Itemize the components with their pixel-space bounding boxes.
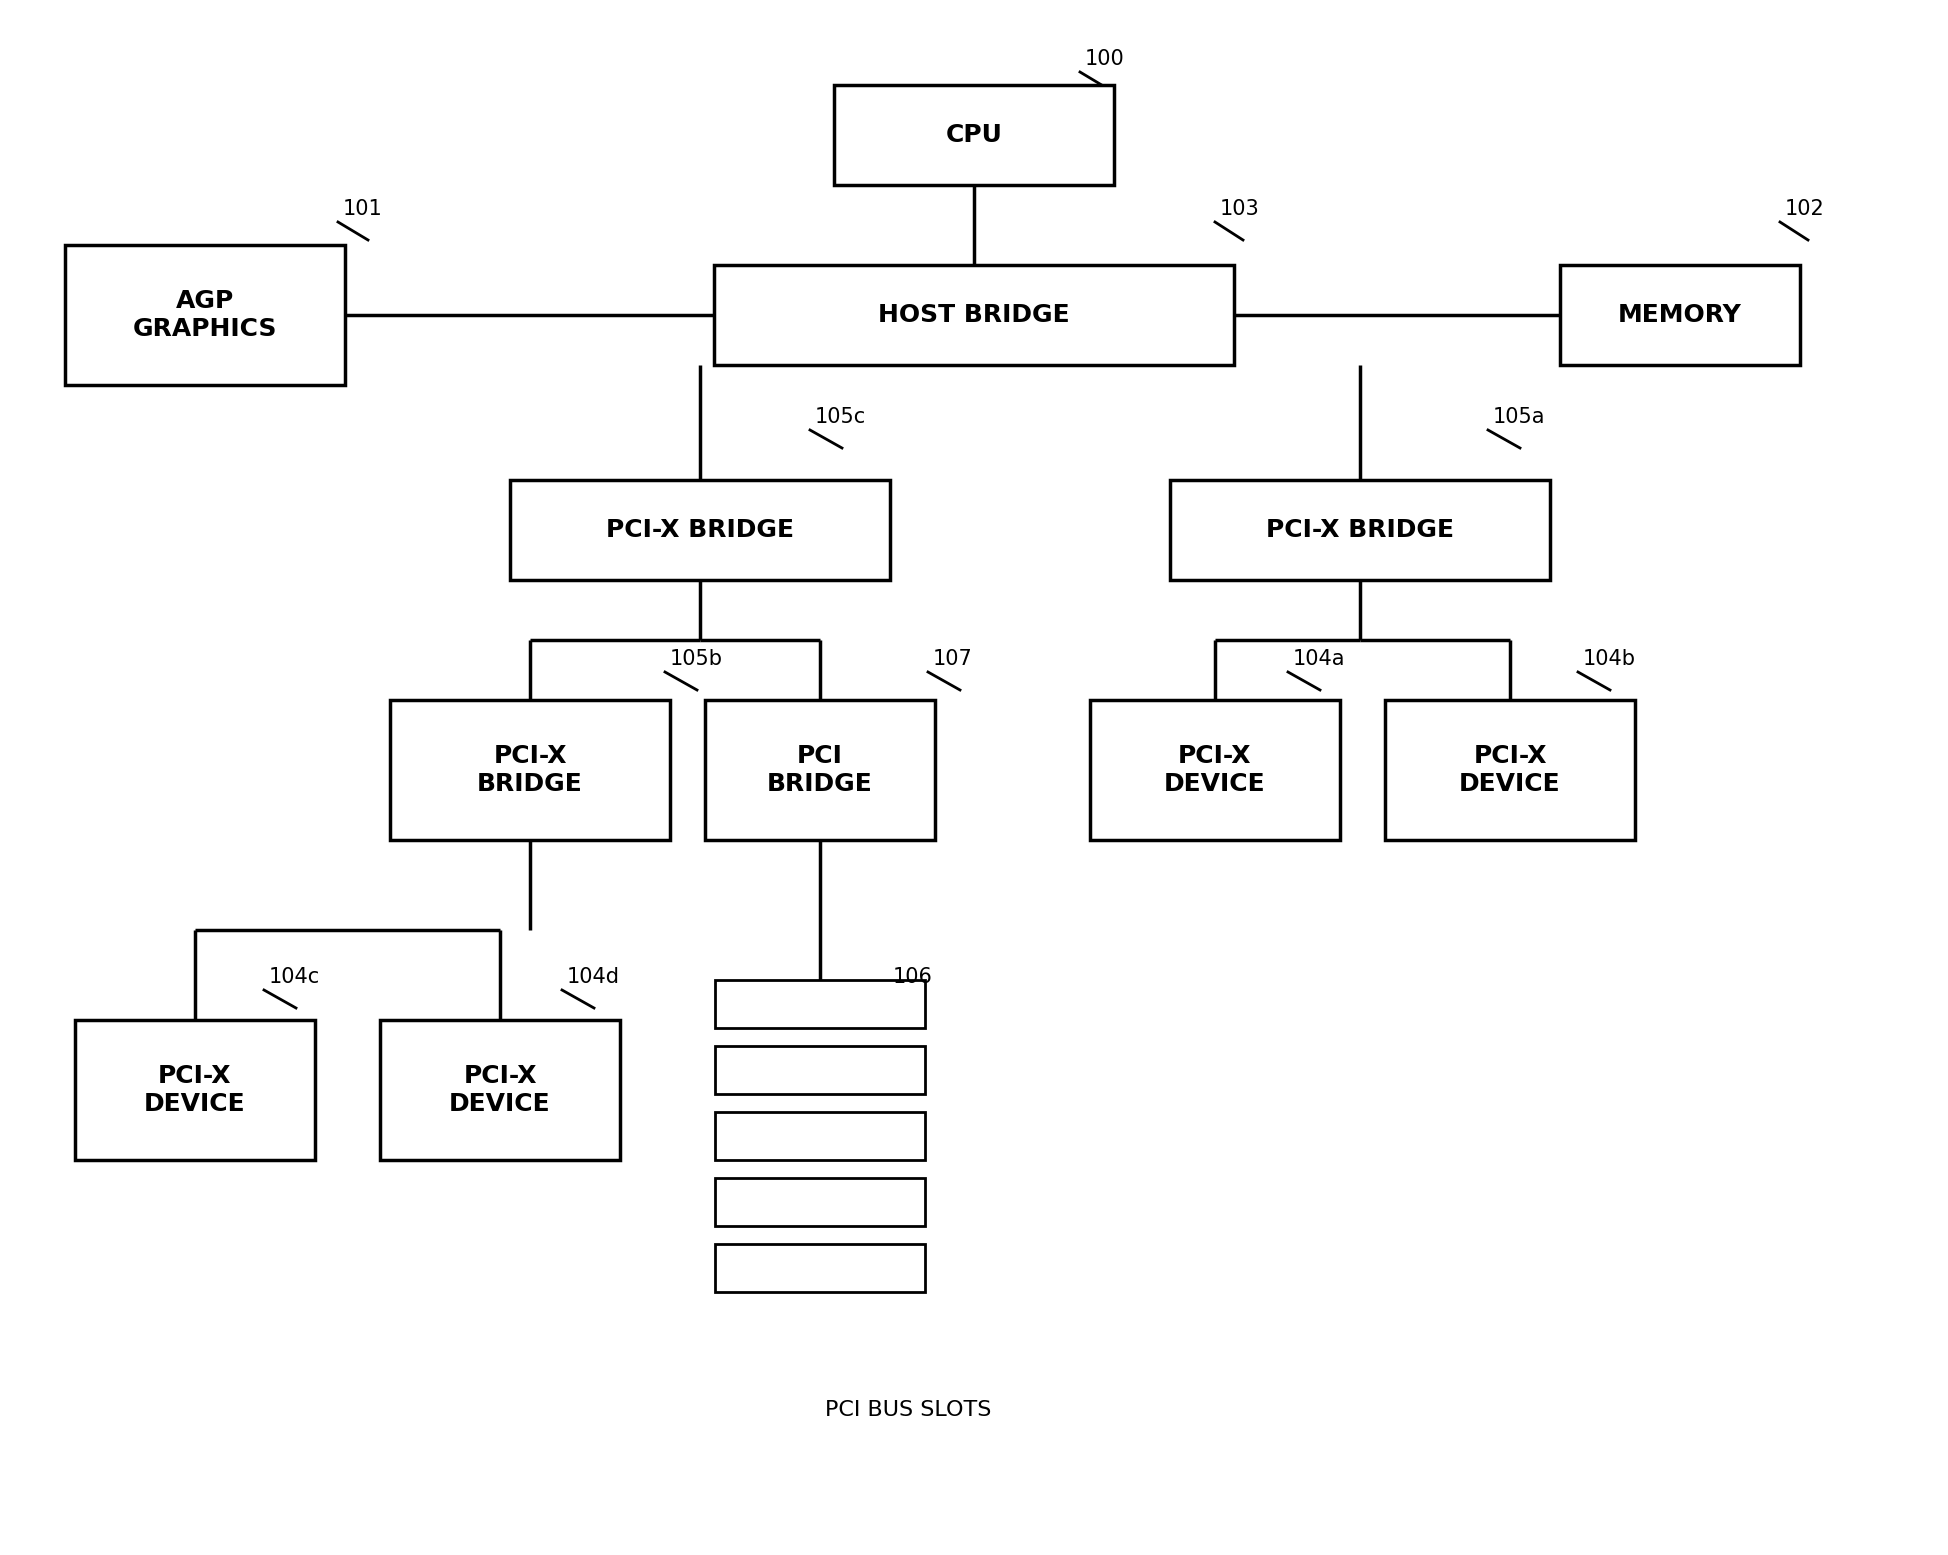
Text: PCI-X
BRIDGE: PCI-X BRIDGE — [477, 745, 582, 796]
Text: 105c: 105c — [814, 407, 867, 428]
Text: PCI-X BRIDGE: PCI-X BRIDGE — [1266, 518, 1453, 543]
Text: CPU: CPU — [945, 123, 1003, 148]
Bar — [705, 700, 935, 840]
Bar — [380, 1020, 619, 1160]
Text: 102: 102 — [1784, 199, 1825, 219]
Bar — [715, 264, 1233, 365]
Text: PCI BUS SLOTS: PCI BUS SLOTS — [826, 1400, 992, 1420]
Text: 103: 103 — [1219, 199, 1260, 219]
Bar — [715, 1244, 925, 1292]
Text: 104d: 104d — [567, 967, 619, 987]
Text: MEMORY: MEMORY — [1619, 303, 1742, 327]
Bar — [1560, 264, 1800, 365]
Bar — [64, 246, 345, 386]
Bar — [715, 1112, 925, 1160]
Text: 104b: 104b — [1584, 648, 1636, 669]
Text: PCI-X
DEVICE: PCI-X DEVICE — [144, 1064, 245, 1116]
Text: HOST BRIDGE: HOST BRIDGE — [879, 303, 1069, 327]
Text: 101: 101 — [343, 199, 382, 219]
Text: PCI-X
DEVICE: PCI-X DEVICE — [1459, 745, 1560, 796]
Bar — [715, 1047, 925, 1095]
Bar — [1385, 700, 1634, 840]
Text: PCI-X
DEVICE: PCI-X DEVICE — [450, 1064, 551, 1116]
Text: 105b: 105b — [670, 648, 723, 669]
Text: 100: 100 — [1085, 50, 1124, 68]
Bar — [76, 1020, 316, 1160]
Bar — [1171, 480, 1551, 580]
Bar — [1091, 700, 1340, 840]
Text: 107: 107 — [933, 648, 972, 669]
Text: 104c: 104c — [269, 967, 319, 987]
Text: 104a: 104a — [1293, 648, 1346, 669]
Text: AGP
GRAPHICS: AGP GRAPHICS — [132, 289, 277, 341]
Bar — [715, 980, 925, 1028]
Bar — [715, 1179, 925, 1225]
Text: 106: 106 — [892, 967, 933, 987]
Bar — [390, 700, 670, 840]
Text: 105a: 105a — [1492, 407, 1545, 428]
Bar — [510, 480, 890, 580]
Bar — [834, 86, 1114, 185]
Text: PCI
BRIDGE: PCI BRIDGE — [768, 745, 873, 796]
Text: PCI-X
DEVICE: PCI-X DEVICE — [1165, 745, 1266, 796]
Text: PCI-X BRIDGE: PCI-X BRIDGE — [606, 518, 795, 543]
